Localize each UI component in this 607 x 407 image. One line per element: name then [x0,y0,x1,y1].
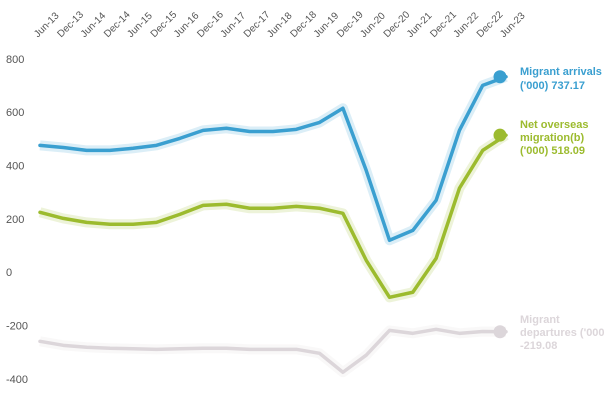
end-label: -219.08 [520,340,557,352]
y-tick-label: 600 [6,107,24,119]
end-point [493,325,507,339]
end-label: Net overseas [520,119,589,131]
line-halo [39,72,508,246]
end-label: Migrant arrivals [520,66,602,78]
end-label: ('000) 518.09 [520,145,585,157]
y-tick-label: 800 [6,54,24,66]
y-tick-label: 200 [6,214,24,226]
end-label: migration(b) [520,132,584,144]
line-halo [38,130,509,303]
y-tick-label: -400 [6,374,28,386]
line [38,327,508,375]
line [38,75,508,243]
end-point [493,128,507,142]
y-tick-label: -200 [6,321,28,333]
end-label: Migrant [520,314,560,326]
y-tick-label: 400 [6,161,24,173]
y-tick-label: 0 [6,267,12,279]
end-point [493,70,507,84]
end-label: departures ('000 [520,327,605,339]
end-label: ('000) 737.17 [520,80,585,92]
line [38,133,508,300]
